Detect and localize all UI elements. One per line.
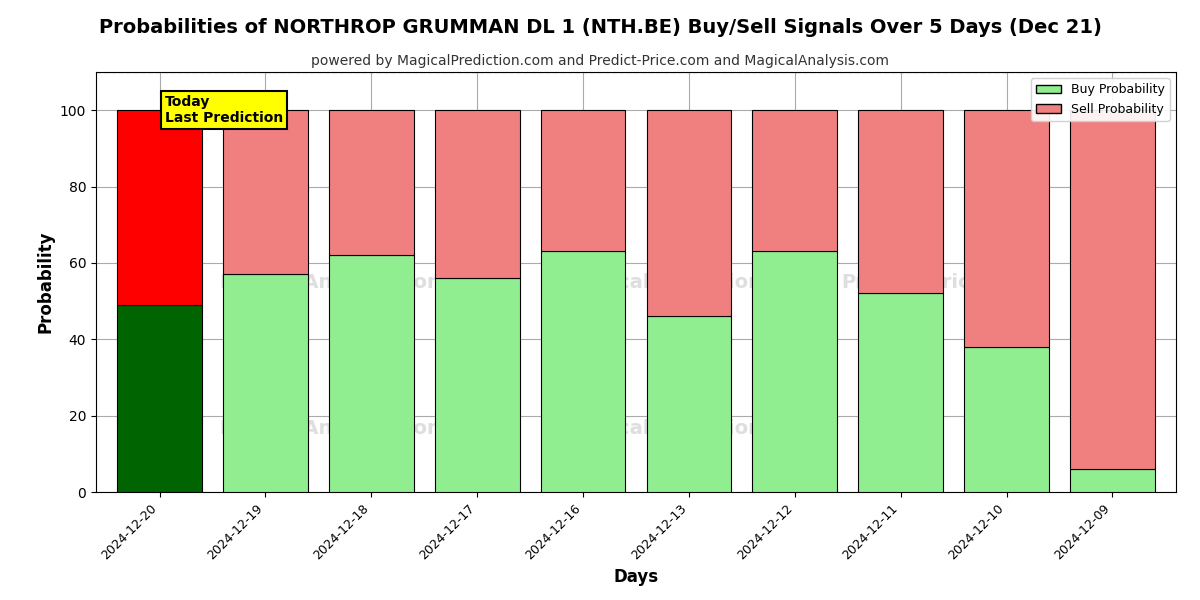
Bar — [965, 110, 1049, 347]
Text: powered by MagicalPrediction.com and Predict-Price.com and MagicalAnalysis.com: powered by MagicalPrediction.com and Pre… — [311, 54, 889, 68]
Bar — [1070, 469, 1154, 492]
Text: MagicalAnalysis.com: MagicalAnalysis.com — [220, 419, 448, 439]
Text: Probabilities of NORTHROP GRUMMAN DL 1 (NTH.BE) Buy/Sell Signals Over 5 Days (De: Probabilities of NORTHROP GRUMMAN DL 1 (… — [98, 18, 1102, 37]
Bar — [118, 305, 202, 492]
X-axis label: Days: Days — [613, 568, 659, 586]
Bar — [118, 110, 202, 305]
Bar — [223, 110, 307, 274]
Text: Predict-Price.com: Predict-Price.com — [841, 272, 1036, 292]
Bar — [434, 110, 520, 278]
Bar — [965, 347, 1049, 492]
Bar — [434, 278, 520, 492]
Bar — [752, 110, 838, 251]
Bar — [329, 255, 414, 492]
Text: Today
Last Prediction: Today Last Prediction — [164, 95, 283, 125]
Bar — [541, 251, 625, 492]
Text: MagicalAnalysis.com: MagicalAnalysis.com — [220, 272, 448, 292]
Bar — [858, 293, 943, 492]
Bar — [752, 251, 838, 492]
Bar — [858, 110, 943, 293]
Bar — [223, 274, 307, 492]
Text: MagicalPrediction.com: MagicalPrediction.com — [565, 272, 815, 292]
Bar — [1070, 110, 1154, 469]
Bar — [647, 110, 731, 316]
Bar — [329, 110, 414, 255]
Y-axis label: Probability: Probability — [36, 231, 54, 333]
Legend: Buy Probability, Sell Probability: Buy Probability, Sell Probability — [1031, 78, 1170, 121]
Text: MagicalPrediction.com: MagicalPrediction.com — [565, 419, 815, 439]
Bar — [541, 110, 625, 251]
Bar — [647, 316, 731, 492]
